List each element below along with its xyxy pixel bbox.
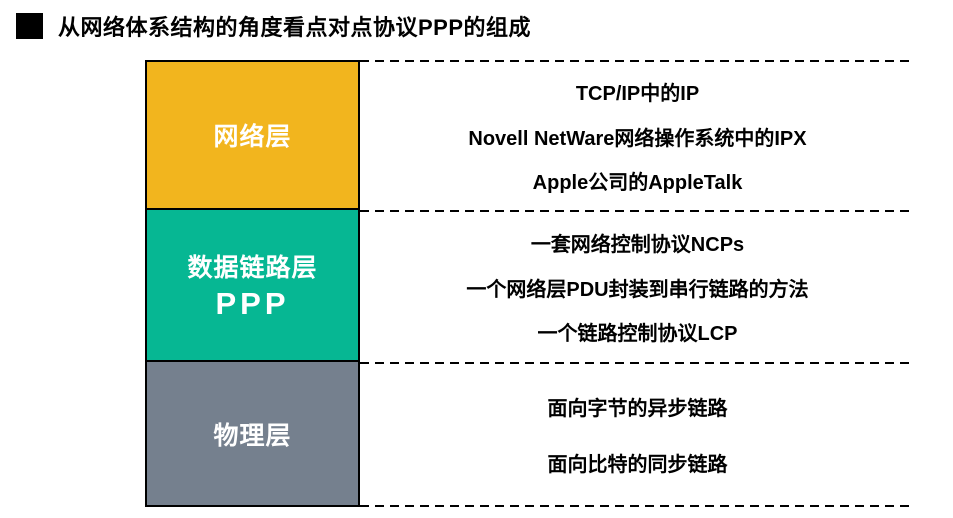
page-title: 从网络体系结构的角度看点对点协议PPP的组成: [58, 15, 532, 40]
datalink-layer-details: 一套网络控制协议NCPs 一个网络层PDU封装到串行链路的方法 一个链路控制协议…: [360, 212, 915, 362]
ppp-protocol-label: PPP: [215, 286, 290, 321]
layer-box-physical: 物理层: [145, 360, 360, 507]
detail-item: 一个链路控制协议LCP: [537, 323, 738, 346]
dashed-separator-datalink-physical: [360, 362, 915, 364]
title-bullet-square-icon: [16, 13, 43, 39]
detail-item: TCP/IP中的IP: [575, 83, 700, 106]
detail-item: 一套网络控制协议NCPs: [530, 233, 745, 256]
physical-layer-label: 物理层: [213, 421, 292, 450]
detail-item: 一个网络层PDU封装到串行链路的方法: [466, 278, 809, 301]
detail-item: 面向字节的异步链路: [547, 397, 728, 420]
layer-column: 网络层 数据链路层 PPP 物理层: [145, 60, 360, 507]
detail-column: TCP/IP中的IP Novell NetWare网络操作系统中的IPX App…: [360, 60, 915, 507]
layer-box-network: 网络层: [145, 60, 360, 210]
detail-item: 面向比特的同步链路: [547, 454, 728, 477]
dashed-separator-top: [360, 60, 915, 62]
dashed-separator-bottom: [360, 505, 915, 507]
slide-header: 从网络体系结构的角度看点对点协议PPP的组成: [16, 10, 531, 42]
network-layer-details: TCP/IP中的IP Novell NetWare网络操作系统中的IPX App…: [360, 62, 915, 210]
physical-layer-details: 面向字节的异步链路 面向比特的同步链路: [360, 364, 915, 505]
detail-item: Novell NetWare网络操作系统中的IPX: [468, 127, 807, 150]
datalink-layer-label: 数据链路层: [187, 254, 318, 282]
layer-box-datalink: 数据链路层 PPP: [145, 208, 360, 362]
detail-item: Apple公司的AppleTalk: [532, 171, 743, 194]
network-layer-label: 网络层: [213, 123, 292, 151]
dashed-separator-network-datalink: [360, 210, 915, 212]
